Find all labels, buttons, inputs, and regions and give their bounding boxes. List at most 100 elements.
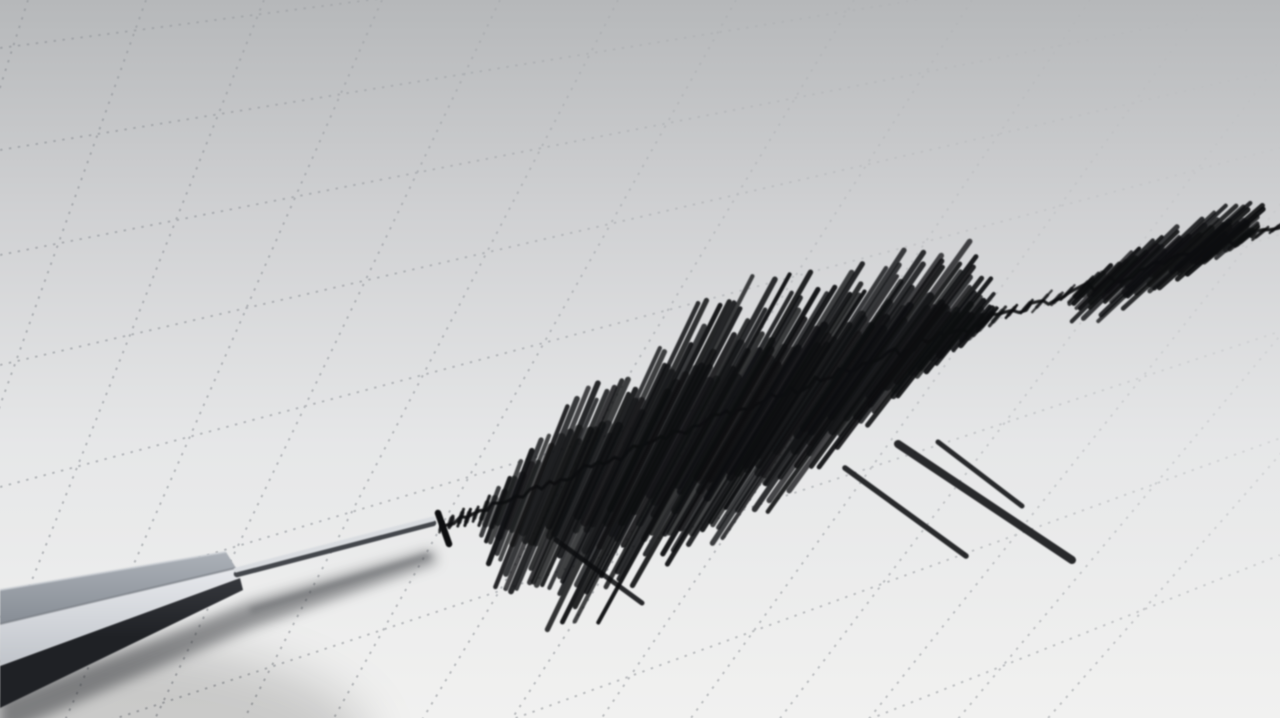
trace-stroke-core: [573, 421, 624, 521]
trace-stroke-core: [650, 365, 737, 518]
trace-stroke-core: [509, 442, 555, 548]
pen-arm-highlight-strip: [0, 568, 240, 666]
trace-stroke-core: [1254, 227, 1267, 239]
trace-stroke-core: [479, 500, 490, 521]
trace-stroke-core: [755, 335, 838, 460]
trace-long-sweep: [553, 537, 645, 606]
trace-stroke-core: [908, 311, 961, 377]
trace-stroke-core: [799, 299, 894, 433]
trace-stroke-core: [596, 371, 690, 550]
trace-stroke-core: [676, 347, 763, 495]
trace-stroke-core: [1035, 293, 1050, 309]
pen-rod: [233, 516, 436, 573]
trace-stroke-core: [488, 488, 508, 530]
trace-long-sweep: [894, 440, 1076, 564]
trace-stroke-core: [1006, 305, 1017, 317]
trace-stroke-core: [1146, 224, 1215, 288]
trace-stroke-core: [1079, 270, 1107, 298]
trace-stroke-core: [508, 459, 542, 533]
trace-stroke-core: [503, 460, 536, 531]
trace-stroke-core: [807, 324, 888, 436]
trace-stroke-core: [703, 344, 802, 502]
trace-stroke-core: [581, 368, 676, 555]
trace-stroke-core: [618, 362, 706, 527]
trace-stroke-core: [947, 306, 985, 351]
trace-stroke-core: [827, 302, 914, 421]
trace-stroke-core: [772, 315, 868, 456]
grid-line-steep: [0, 0, 265, 663]
trace-stroke-core: [674, 373, 742, 490]
trace-stroke-core: [645, 376, 715, 499]
trace-stroke-core: [1088, 255, 1139, 306]
trace-stroke-core: [589, 363, 672, 528]
trace-stroke-core: [1232, 227, 1256, 248]
trace-stroke-core: [843, 304, 931, 422]
trace-stroke-core: [1062, 286, 1074, 299]
grid-line-steep: [64, 0, 383, 718]
trace-stroke-core: [755, 321, 853, 469]
grid-line-steep: [689, 0, 1209, 718]
trace-stroke-core: [1213, 223, 1250, 256]
pen-shadow: [0, 550, 437, 718]
grid-line-shallow: [0, 1, 1280, 256]
trace-stroke-core: [882, 304, 951, 391]
trace-stroke-core: [608, 364, 700, 538]
trace-stroke-core: [521, 428, 574, 545]
rod-shadow: [249, 553, 431, 613]
trace-stroke-core: [472, 507, 480, 521]
trace-stroke-core: [1121, 236, 1184, 296]
trace-long-sweep: [842, 465, 969, 559]
trace-stroke-core: [651, 339, 745, 506]
trace-stroke-core: [935, 311, 976, 359]
trace-stroke-core: [1119, 244, 1165, 289]
trace-stroke-core: [447, 515, 455, 528]
pen: [0, 509, 453, 708]
trace-stroke-core: [1148, 222, 1208, 278]
grid-line-steep: [868, 203, 1280, 718]
seismic-trace: [438, 200, 1280, 633]
trace-stroke-core: [550, 421, 607, 538]
trace-stroke-core: [481, 494, 499, 528]
pen-arm-top-edge-highlight: [0, 551, 227, 591]
trace-stroke-core: [518, 432, 566, 537]
trace-stroke-core: [463, 510, 472, 524]
pen-rod-shade: [233, 519, 437, 578]
trace-stroke-core: [603, 378, 681, 527]
grid-line-steep: [957, 334, 1280, 718]
grid-line-steep: [332, 0, 737, 718]
trace-stroke-core: [494, 471, 527, 541]
trace-stroke-core: [1101, 242, 1161, 301]
trace-stroke-core: [641, 347, 751, 543]
trace-stroke-core: [696, 354, 775, 484]
trace-long-sweep: [935, 439, 1025, 509]
trace-stroke-core: [1021, 300, 1033, 313]
pen-arm-underside: [0, 578, 243, 708]
pen-arm-seam: [0, 567, 237, 625]
pen-arm-top-face: [0, 552, 236, 624]
trace-stroke-core: [572, 397, 639, 534]
grid-line-shallow: [0, 0, 923, 151]
trace-stroke-core: [706, 361, 782, 483]
trace-stroke-core: [726, 321, 829, 482]
trace-stroke-core: [580, 397, 646, 527]
trace-stroke-core: [554, 420, 613, 540]
trace-stroke-core: [1051, 293, 1063, 305]
trace-stroke-core: [990, 308, 1005, 324]
trace-stroke-core: [456, 510, 465, 525]
pen-nib: [434, 509, 453, 548]
trace-stroke-core: [975, 310, 995, 333]
trace-stroke-core: [631, 363, 714, 516]
grid-line-steep: [779, 58, 1280, 718]
trace-stroke-core: [1091, 258, 1129, 298]
trace-stroke-core: [532, 438, 583, 547]
trace-stroke-core: [761, 330, 862, 479]
trace-stroke-core: [1270, 224, 1280, 233]
pen-shadow-shape: [0, 550, 437, 718]
grid-line-shallow: [513, 437, 1280, 718]
trace-stroke-core: [806, 317, 908, 457]
trace-stroke-core: [545, 426, 595, 530]
trace-stroke-core: [494, 475, 518, 527]
trace-stroke-core: [828, 292, 935, 436]
